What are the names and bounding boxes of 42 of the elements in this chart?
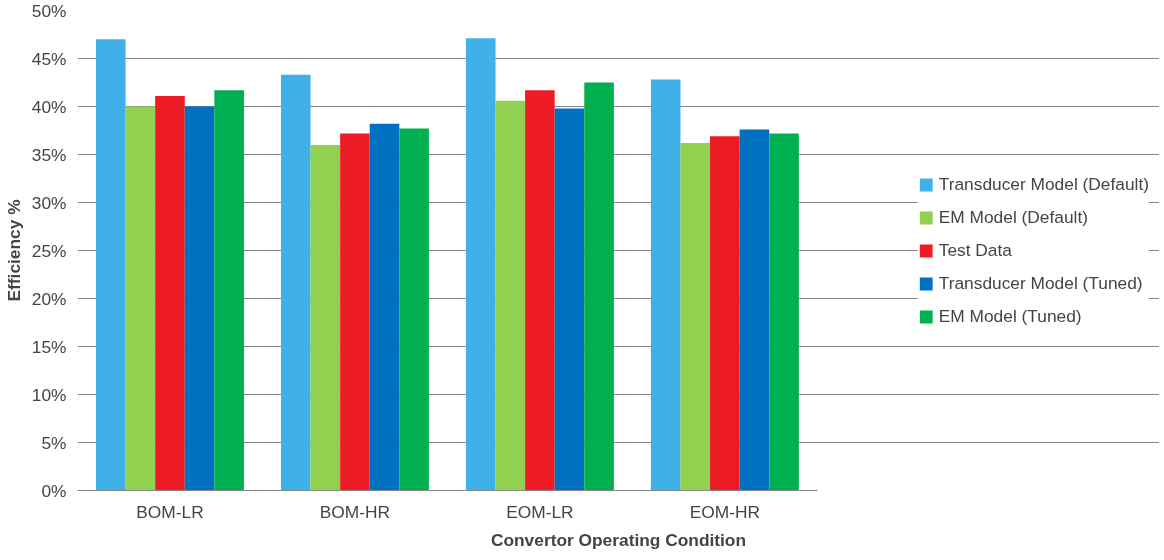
legend-label: Test Data [938, 239, 1012, 261]
bar [214, 90, 244, 491]
bar [650, 79, 681, 491]
bar [369, 123, 400, 491]
bar [155, 95, 185, 491]
y-tick-label: 45% [31, 48, 67, 69]
bar [584, 82, 614, 491]
bar [710, 136, 740, 491]
bar [310, 144, 341, 491]
y-tick-label: 25% [31, 240, 67, 261]
x-tick-label: EOM-LR [506, 501, 574, 522]
x-tick-label: EOM-HR [689, 501, 760, 522]
x-tick-label: BOM-HR [319, 501, 391, 522]
y-tick-label: 10% [31, 384, 67, 405]
y-axis-title: Efficiency % [3, 199, 24, 302]
bar [184, 106, 215, 491]
bar [96, 39, 126, 491]
bar [125, 106, 156, 491]
bar [495, 100, 526, 491]
y-tick-label: 0% [41, 480, 67, 501]
legend-label: EM Model (Default) [938, 206, 1088, 228]
bar [739, 129, 770, 491]
bar [525, 90, 555, 491]
legend-label: Transducer Model (Tuned) [938, 272, 1143, 294]
y-tick-label: 15% [31, 336, 67, 357]
y-tick-label: 35% [31, 144, 67, 165]
bar [680, 142, 711, 491]
bar [280, 74, 311, 491]
legend-label: Transducer Model (Default) [938, 173, 1149, 195]
bar [465, 38, 496, 491]
y-tick-label: 50% [31, 0, 67, 21]
x-axis-title: Convertor Operating Condition [490, 529, 747, 550]
legend-label: EM Model (Tuned) [938, 305, 1082, 327]
y-tick-label: 20% [31, 288, 67, 309]
x-tick-label: BOM-LR [136, 501, 204, 522]
y-tick-label: 40% [31, 96, 67, 117]
bar [769, 133, 799, 491]
bar [340, 133, 370, 491]
y-tick-label: 30% [31, 192, 67, 213]
bar [554, 108, 585, 491]
bar [399, 128, 429, 491]
y-tick-label: 5% [41, 432, 67, 453]
